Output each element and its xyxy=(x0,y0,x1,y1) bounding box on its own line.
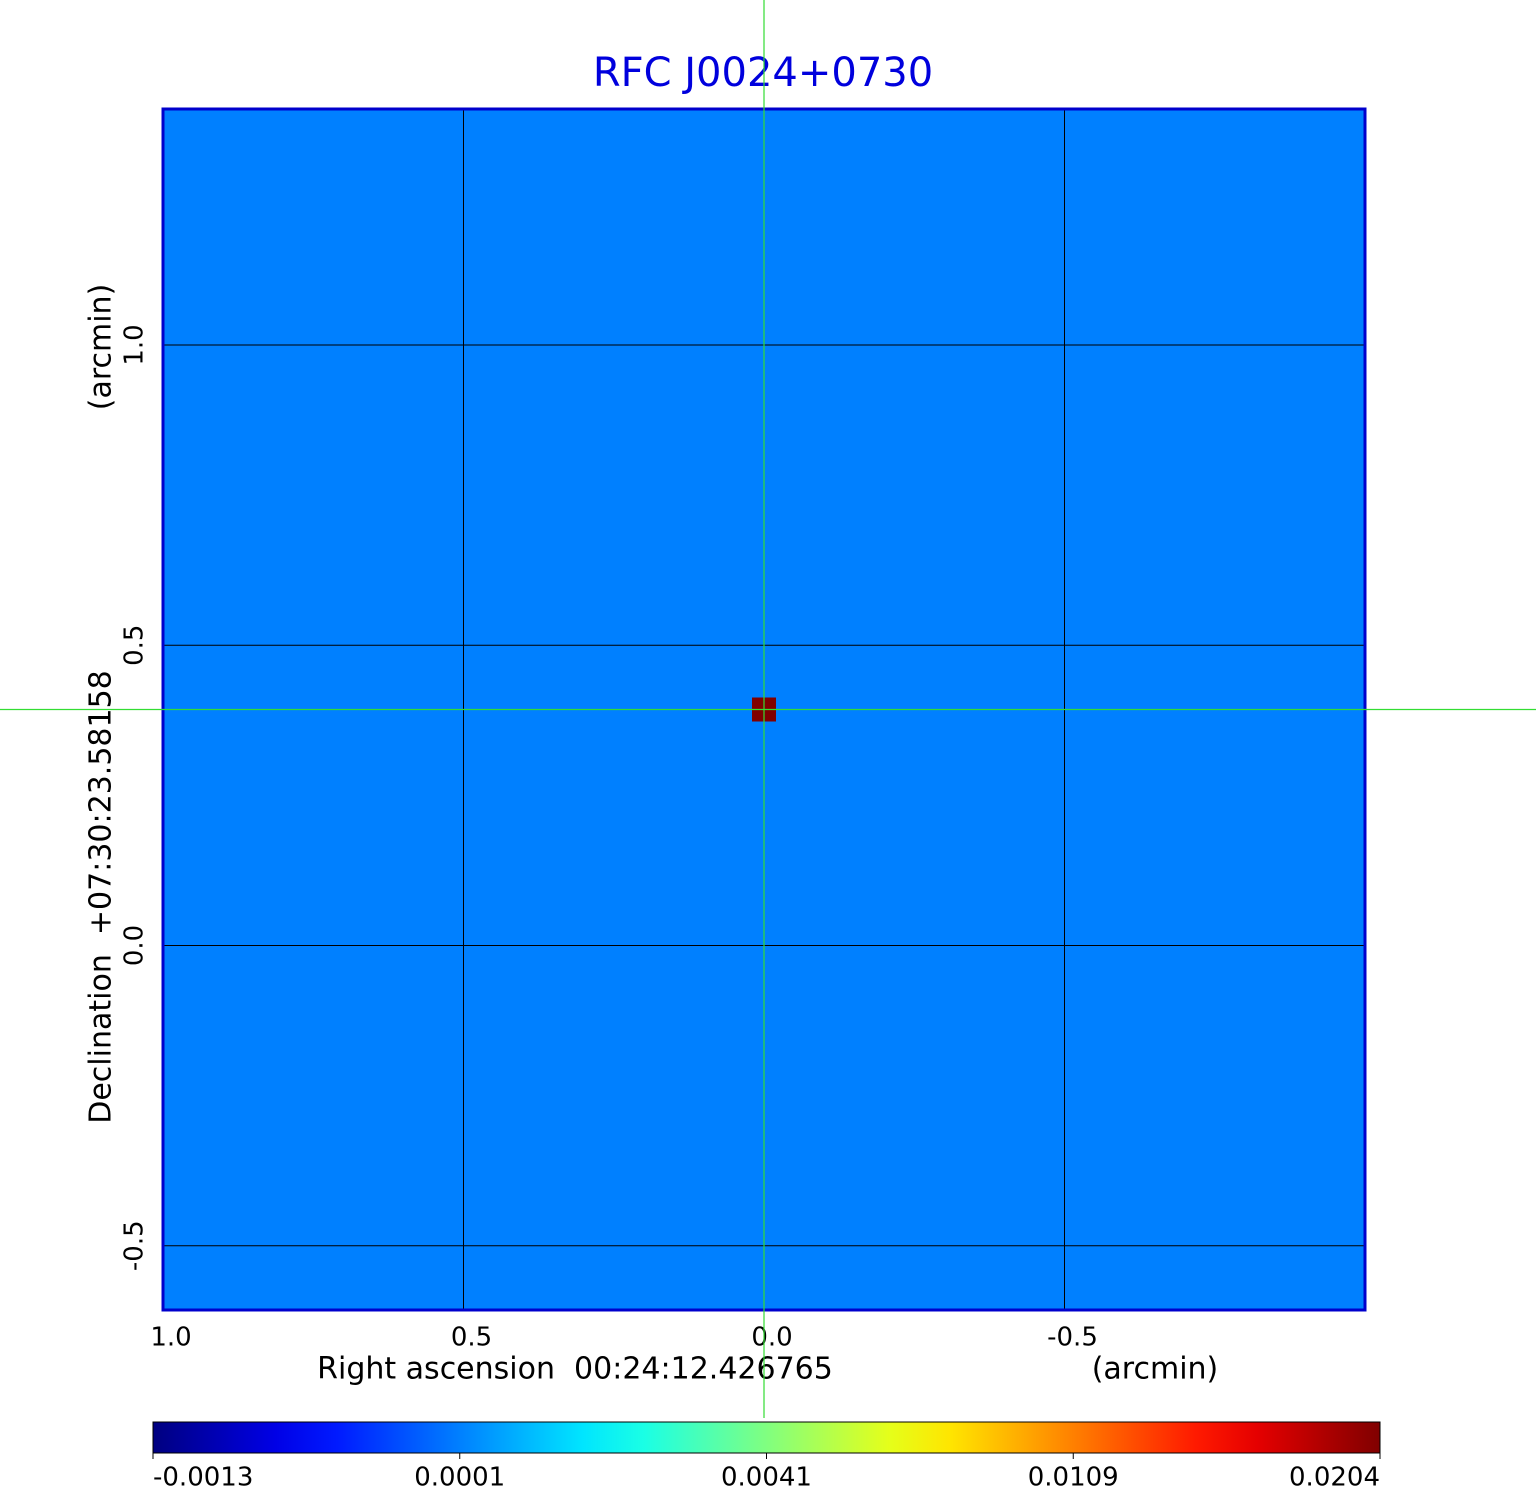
x-tick-label: -0.5 xyxy=(1047,1323,1098,1353)
x-tick-label: 0.5 xyxy=(451,1323,492,1353)
y-axis-unit: (arcmin) xyxy=(84,284,119,411)
colorbar-tick-label: 0.0109 xyxy=(1028,1463,1119,1493)
colorbar xyxy=(152,1421,1381,1454)
colorbar-tick-label: 0.0041 xyxy=(721,1463,812,1493)
y-tick-label: 0.0 xyxy=(120,925,150,966)
x-tick-label: 0.0 xyxy=(751,1323,792,1353)
y-tick-label: -0.5 xyxy=(120,1220,150,1271)
y-axis-label: Declination +07:30:23.58158 xyxy=(84,670,119,1124)
x-axis-label: Right ascension 00:24:12.426765 xyxy=(317,1352,833,1387)
y-tick-label: 1.0 xyxy=(120,324,150,365)
colorbar-tick-label: -0.0013 xyxy=(153,1463,253,1493)
x-axis-unit: (arcmin) xyxy=(1092,1352,1219,1387)
y-tick-label: 0.5 xyxy=(120,625,150,666)
colorbar-tick-label: 0.0204 xyxy=(1289,1463,1380,1493)
colorbar-tick-label: 0.0001 xyxy=(414,1463,505,1493)
x-tick-label: 1.0 xyxy=(150,1323,191,1353)
chart-title: RFC J0024+0730 xyxy=(593,50,933,96)
